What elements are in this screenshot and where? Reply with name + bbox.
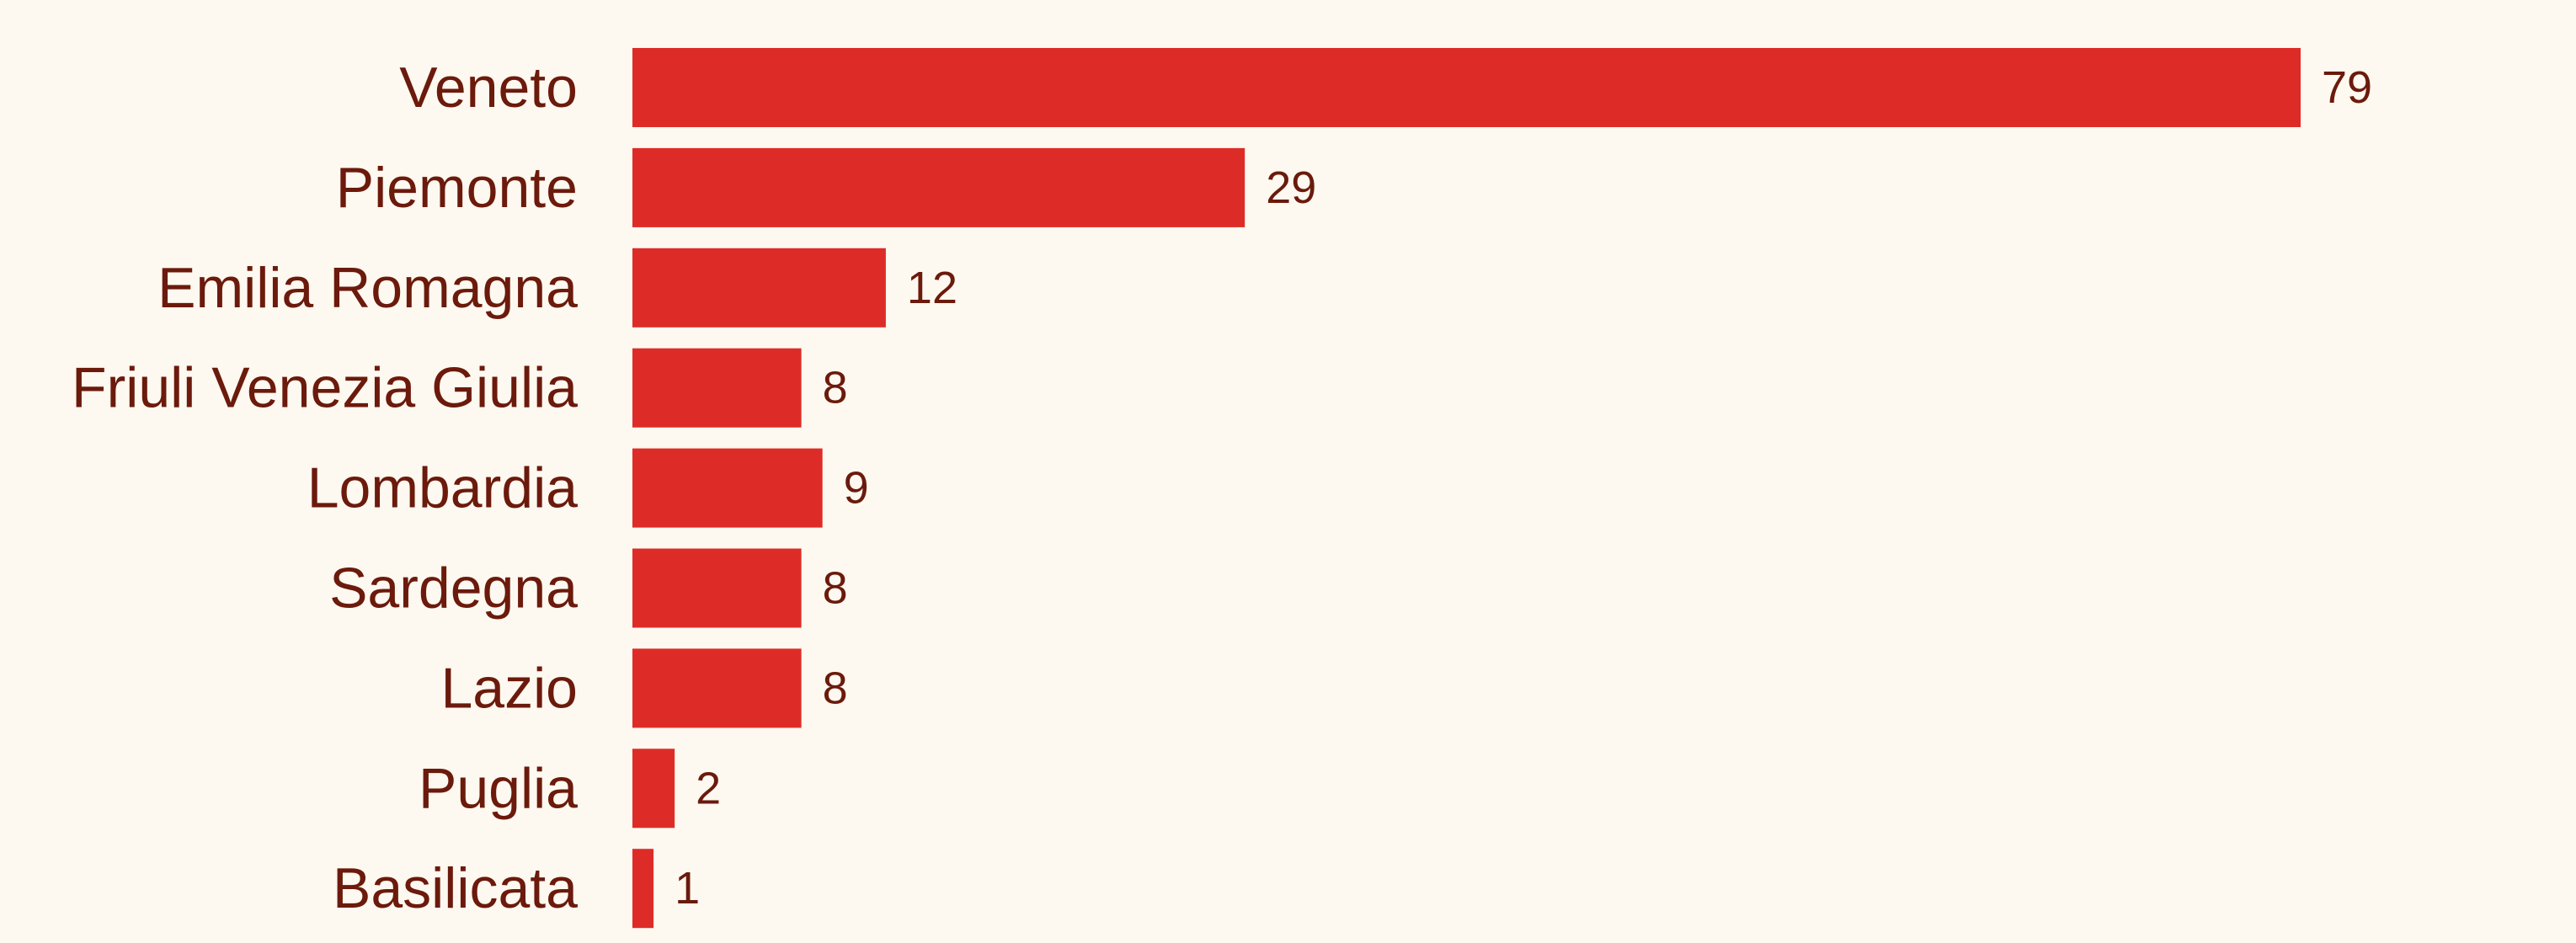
bar-piemonte (632, 147, 1245, 227)
category-label-basilicata: Basilicata (333, 856, 578, 920)
bar-lazio (632, 648, 802, 728)
value-label-emilia-romagna: 12 (907, 263, 957, 313)
category-label-piemonte: Piemonte (336, 156, 578, 220)
category-label-emilia-romagna: Emilia Romagna (157, 256, 578, 320)
value-label-lombardia: 9 (844, 463, 869, 514)
category-label-lazio: Lazio (440, 656, 578, 720)
category-label-veneto: Veneto (399, 56, 578, 120)
category-labels: Veneto Piemonte Emilia Romagna Friuli Venez… (72, 56, 578, 920)
bar-friuli-venezia-giulia (632, 348, 802, 428)
value-label-piemonte: 29 (1266, 162, 1316, 213)
category-label-sardegna: Sardegna (329, 557, 578, 621)
category-label-friuli-venezia-giulia: Friuli Venezia Giulia (72, 356, 578, 420)
value-labels: 79 29 12 8 9 8 8 2 1 (675, 62, 2372, 914)
bar-lombardia (632, 448, 823, 528)
bar-veneto (632, 48, 2301, 127)
value-label-veneto: 79 (2322, 62, 2372, 113)
value-label-sardegna: 8 (823, 563, 848, 614)
value-label-basilicata: 1 (675, 863, 700, 914)
value-label-friuli-venezia-giulia: 8 (823, 363, 848, 413)
bar-sardegna (632, 548, 802, 628)
bar-basilicata (632, 849, 654, 929)
category-label-lombardia: Lombardia (307, 456, 578, 520)
value-label-puglia: 2 (696, 763, 721, 813)
value-label-lazio: 8 (823, 663, 848, 713)
bar-puglia (632, 749, 675, 828)
bars (632, 48, 2301, 929)
category-label-puglia: Puglia (419, 756, 578, 820)
bar-emilia-romagna (632, 248, 886, 328)
